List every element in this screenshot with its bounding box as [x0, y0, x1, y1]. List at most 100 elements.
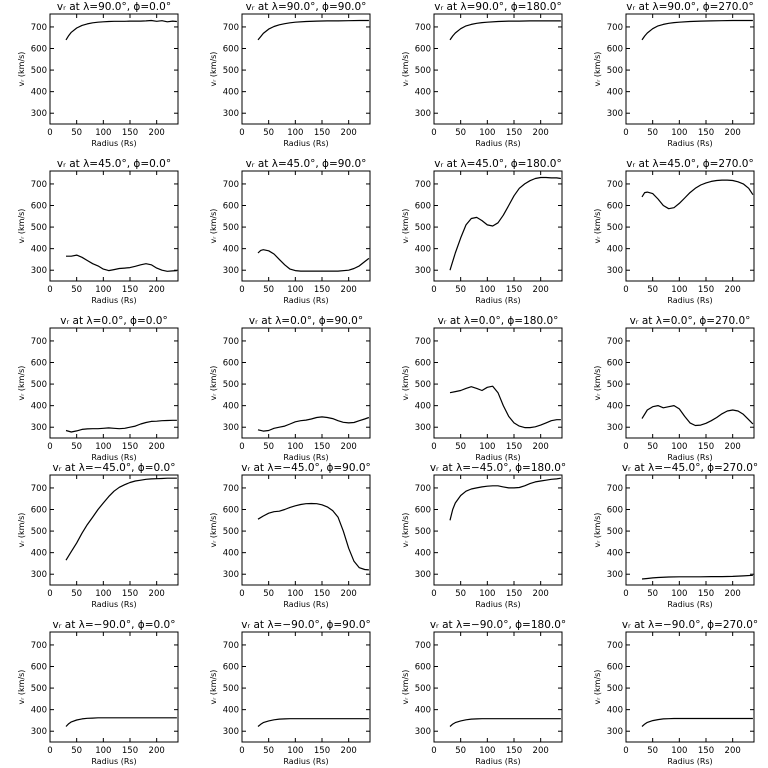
x-tick-label: 100 [671, 746, 687, 756]
y-tick-label: 300 [31, 570, 47, 580]
y-tick-label: 600 [607, 506, 623, 516]
y-tick-label: 500 [607, 684, 623, 694]
x-tick-label: 150 [314, 746, 330, 756]
y-tick-label: 700 [607, 23, 623, 33]
x-tick-label: 150 [314, 285, 330, 295]
x-tick-label: 0 [623, 746, 628, 756]
x-tick-label: 100 [479, 285, 495, 295]
y-axis-label: vᵣ (km/s) [209, 670, 218, 705]
chart-panel: vᵣ at λ=−90.0°, ϕ=270.0° 0 50 100 150 200 300 4… [593, 619, 758, 766]
x-tick-label: 200 [149, 128, 165, 138]
x-tick-label: 200 [149, 589, 165, 599]
x-tick-label: 50 [455, 285, 466, 295]
y-tick-label: 400 [31, 402, 47, 412]
plot-frame [433, 13, 563, 125]
chart-panel: vᵣ at λ=90.0°, ϕ=90.0° 0 50 100 150 200 300 400… [209, 1, 371, 148]
y-tick-label: 600 [31, 202, 47, 212]
y-tick-label: 700 [415, 641, 431, 651]
series-line [449, 477, 561, 521]
x-tick-label: 100 [95, 589, 111, 599]
x-tick-label: 100 [287, 442, 303, 452]
panel-title: vᵣ at λ=90.0°, ϕ=0.0° [57, 1, 171, 13]
series-line [65, 717, 177, 727]
x-tick-label: 0 [431, 746, 436, 756]
series-line [449, 718, 561, 727]
plot-frame [625, 13, 755, 125]
y-axis-label: vᵣ (km/s) [593, 513, 602, 548]
y-axis-label: vᵣ (km/s) [401, 670, 410, 705]
y-tick-label: 400 [607, 549, 623, 559]
x-axis-label: Radius (Rs) [91, 600, 136, 609]
x-tick-label: 0 [239, 128, 244, 138]
y-tick-label: 600 [223, 663, 239, 673]
x-tick-label: 0 [239, 589, 244, 599]
x-axis-label: Radius (Rs) [283, 600, 328, 609]
x-axis-label: Radius (Rs) [91, 139, 136, 148]
chart-panel: vᵣ at λ=−90.0°, ϕ=180.0° 0 50 100 150 200 300 4… [401, 619, 566, 766]
x-tick-label: 0 [47, 746, 52, 756]
x-tick-label: 0 [623, 285, 628, 295]
x-tick-label: 50 [455, 589, 466, 599]
y-tick-label: 500 [415, 527, 431, 537]
x-tick-label: 0 [623, 442, 628, 452]
y-tick-label: 500 [607, 223, 623, 233]
panel-title: vᵣ at λ=−90.0°, ϕ=180.0° [430, 619, 566, 631]
x-tick-label: 100 [287, 746, 303, 756]
x-axis-label: Radius (Rs) [475, 757, 520, 766]
y-tick-label: 300 [223, 266, 239, 276]
chart-panel: vᵣ at λ=45.0°, ϕ=270.0° 0 50 100 150 200 300 40… [593, 158, 755, 305]
x-axis-label: Radius (Rs) [475, 600, 520, 609]
y-tick-label: 700 [31, 641, 47, 651]
x-tick-label: 50 [647, 589, 658, 599]
x-tick-label: 200 [725, 285, 741, 295]
y-tick-label: 300 [607, 109, 623, 119]
y-tick-label: 700 [223, 23, 239, 33]
y-tick-label: 600 [415, 202, 431, 212]
y-tick-label: 400 [415, 706, 431, 716]
panel-title: vᵣ at λ=−90.0°, ϕ=270.0° [622, 619, 758, 631]
x-axis-label: Radius (Rs) [283, 296, 328, 305]
series-line [65, 19, 177, 41]
series-line [257, 416, 370, 432]
panel-title: vᵣ at λ=−45.0°, ϕ=0.0° [53, 462, 176, 474]
plot-frame [433, 327, 563, 439]
y-tick-label: 600 [223, 359, 239, 369]
x-tick-label: 50 [263, 128, 274, 138]
series-line [66, 254, 177, 272]
x-tick-label: 50 [455, 442, 466, 452]
x-axis-label: Radius (Rs) [475, 139, 520, 148]
y-tick-label: 700 [31, 484, 47, 494]
y-tick-label: 600 [223, 202, 239, 212]
panel-title: vᵣ at λ=90.0°, ϕ=180.0° [434, 1, 562, 13]
y-tick-label: 400 [415, 402, 431, 412]
y-tick-label: 500 [223, 380, 239, 390]
x-tick-label: 0 [47, 589, 52, 599]
y-axis-label: vᵣ (km/s) [593, 52, 602, 87]
series-line [449, 385, 561, 429]
x-tick-label: 150 [314, 442, 330, 452]
y-tick-label: 500 [607, 380, 623, 390]
x-tick-label: 200 [149, 285, 165, 295]
y-tick-label: 600 [31, 663, 47, 673]
y-tick-label: 300 [607, 423, 623, 433]
x-tick-label: 200 [533, 285, 549, 295]
y-tick-label: 700 [607, 641, 623, 651]
x-tick-label: 100 [479, 442, 495, 452]
y-tick-label: 400 [31, 88, 47, 98]
x-tick-label: 100 [287, 128, 303, 138]
chart-panel: vᵣ at λ=45.0°, ϕ=90.0° 0 50 100 150 200 300 400… [209, 158, 371, 305]
panel-title: vᵣ at λ=−45.0°, ϕ=180.0° [430, 462, 566, 474]
panel-title: vᵣ at λ=0.0°, ϕ=90.0° [249, 315, 363, 327]
x-tick-label: 50 [263, 589, 274, 599]
chart-panel: vᵣ at λ=0.0°, ϕ=90.0° 0 50 100 150 200 300 400 5… [209, 315, 371, 462]
x-tick-label: 150 [506, 442, 522, 452]
y-tick-label: 400 [223, 549, 239, 559]
x-tick-label: 150 [122, 746, 138, 756]
series-line [641, 19, 753, 41]
y-axis-label: vᵣ (km/s) [593, 366, 602, 401]
panel-title: vᵣ at λ=45.0°, ϕ=0.0° [57, 158, 171, 170]
x-tick-label: 150 [698, 746, 714, 756]
x-tick-label: 100 [671, 442, 687, 452]
x-tick-label: 50 [647, 746, 658, 756]
x-tick-label: 0 [431, 128, 436, 138]
